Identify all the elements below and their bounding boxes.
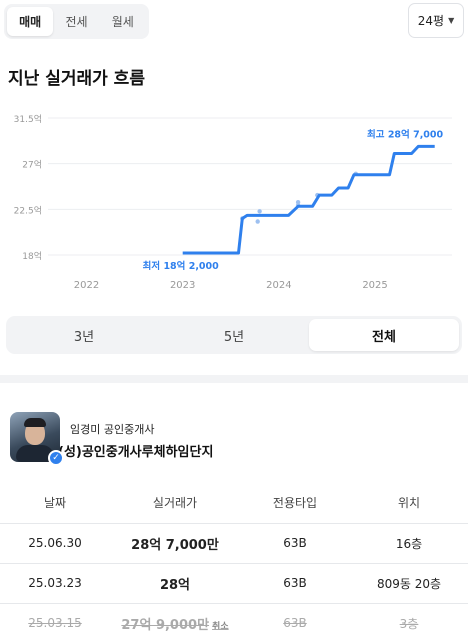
x-tick-label: 2023 — [170, 280, 195, 291]
row-price-cell: 27억 9,000만 취소 — [110, 603, 240, 639]
y-tick-label: 27억 — [22, 159, 42, 171]
size-select-value: 24평 — [417, 14, 445, 28]
caret-down-icon: ▼ — [448, 16, 455, 25]
row-date: 25.03.23 — [0, 563, 110, 604]
y-tick-label: 31.5억 — [14, 113, 42, 125]
avatar: ✓ — [10, 412, 64, 466]
column-header-type: 전용타입 — [240, 483, 350, 524]
row-date: 25.06.30 — [0, 523, 110, 564]
period-tabs: 3년 5년 전체 — [6, 316, 462, 354]
canceled-badge: 취소 — [212, 621, 229, 632]
agent-name: 임경미 공인중개사 — [70, 423, 155, 436]
tab-sale[interactable]: 매매 — [7, 7, 54, 36]
trade-type-tabs: 매매 전세 월세 — [4, 4, 149, 39]
column-header-price: 실거래가 — [110, 483, 240, 524]
column-header-date: 날짜 — [0, 483, 110, 524]
table-row: 25.06.30 28억 7,000만 63B 16층 — [0, 523, 468, 564]
table-row: 25.03.23 28억 63B 809동 20층 — [0, 563, 468, 604]
x-tick-label: 2025 — [362, 280, 387, 291]
row-date: 25.03.15 — [0, 603, 110, 639]
section-title: 지난 실거래가 흐름 — [8, 69, 145, 89]
row-location: 3층 — [350, 603, 468, 639]
row-location: 16층 — [350, 523, 468, 564]
row-type: 63B — [240, 603, 350, 639]
section-divider — [0, 375, 468, 383]
agent-office-name: (성)공인중개사루체하임단지 — [58, 445, 214, 460]
price-trend-chart: 31.5억 27억 22.5억 18억 2022 2023 2024 2025 최저 18억 2… — [14, 113, 452, 291]
y-tick-label: 22.5억 — [14, 204, 42, 216]
table-header-row: 날짜 실거래가 전용타입 위치 — [0, 483, 468, 524]
tab-all[interactable]: 전체 — [309, 319, 459, 351]
row-price: 28억 7,000만 — [110, 523, 240, 564]
tab-monthly-rent[interactable]: 월세 — [111, 15, 134, 29]
transaction-table: 날짜 실거래가 전용타입 위치 25.06.30 28억 7,000만 63B … — [0, 483, 468, 639]
size-select[interactable]: 24평 ▼ — [408, 3, 464, 38]
row-price: 27억 9,000만 — [121, 617, 210, 633]
data-point — [257, 209, 262, 214]
min-price-label: 최저 18억 2,000 — [143, 260, 219, 272]
x-tick-label: 2022 — [74, 280, 99, 291]
column-header-location: 위치 — [350, 483, 468, 524]
series-line — [182, 144, 435, 255]
tab-5-years[interactable]: 5년 — [223, 329, 245, 345]
row-type: 63B — [240, 523, 350, 564]
row-price: 28억 — [110, 563, 240, 604]
row-location: 809동 20층 — [350, 563, 468, 604]
y-tick-label: 18억 — [22, 250, 42, 262]
table-row-canceled: 25.03.15 27억 9,000만 취소 63B 3층 — [0, 603, 468, 639]
data-point — [255, 219, 260, 224]
row-type: 63B — [240, 563, 350, 604]
tab-jeonse[interactable]: 전세 — [65, 15, 88, 29]
tab-3-years[interactable]: 3년 — [73, 329, 95, 345]
x-tick-label: 2024 — [266, 280, 291, 291]
data-point — [295, 200, 301, 205]
verified-check-icon: ✓ — [48, 450, 64, 466]
agent-card[interactable]: ✓ 임경미 공인중개사 (성)공인중개사루체하임단지 — [10, 412, 214, 466]
max-price-label: 최고 28억 7,000 — [367, 128, 443, 140]
